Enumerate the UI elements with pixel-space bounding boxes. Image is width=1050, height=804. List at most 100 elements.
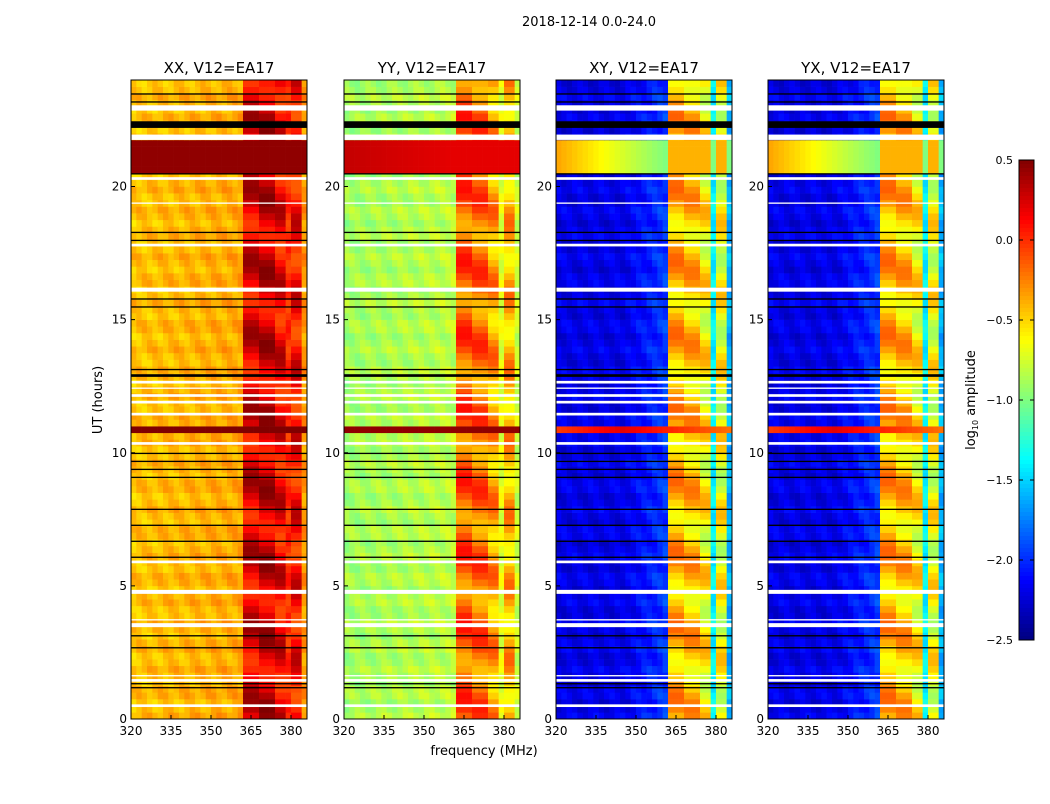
heatmap-cell xyxy=(461,546,467,553)
heatmap-cell xyxy=(286,639,292,646)
heatmap-cell xyxy=(291,546,297,553)
heatmap-cell xyxy=(504,526,510,533)
heatmap-cell xyxy=(456,533,462,540)
heatmap-cell xyxy=(493,459,499,466)
heatmap-cell xyxy=(424,433,430,440)
heatmap-cell xyxy=(499,459,505,466)
heatmap-cell xyxy=(216,712,222,719)
heatmap-cell xyxy=(179,206,185,213)
heatmap-cell xyxy=(365,446,371,453)
heatmap-cell xyxy=(254,526,260,533)
heatmap-cell xyxy=(445,606,451,613)
heatmap-cell xyxy=(163,167,169,174)
heatmap-cell xyxy=(259,220,265,227)
heatmap-cell xyxy=(488,686,494,693)
heatmap-cell xyxy=(387,499,393,506)
heatmap-cell xyxy=(195,499,201,506)
heatmap-cell xyxy=(440,686,446,693)
heatmap-cell xyxy=(472,712,478,719)
heatmap-cell xyxy=(302,193,308,200)
heatmap-cell xyxy=(152,639,158,646)
heatmap-cell xyxy=(349,639,355,646)
heatmap-cell xyxy=(264,87,270,94)
heatmap-cell xyxy=(259,346,265,353)
heatmap-cell xyxy=(174,606,180,613)
heatmap-cell xyxy=(509,646,515,653)
heatmap-cell xyxy=(184,167,190,174)
heatmap-cell xyxy=(291,300,297,307)
heatmap-cell xyxy=(195,579,201,586)
heatmap-cell xyxy=(216,113,222,120)
heatmap-cell xyxy=(467,446,473,453)
heatmap-cell xyxy=(259,566,265,573)
heatmap-cell xyxy=(467,386,473,393)
heatmap-cell xyxy=(259,539,265,546)
heatmap-cell xyxy=(211,433,217,440)
heatmap-cell xyxy=(200,659,206,666)
heatmap-cell xyxy=(381,546,387,553)
heatmap-cell xyxy=(424,499,430,506)
heatmap-cell xyxy=(232,666,238,673)
heatmap-cell xyxy=(206,446,212,453)
heatmap-cell xyxy=(232,213,238,220)
heatmap-cell xyxy=(163,533,169,540)
heatmap-cell xyxy=(216,606,222,613)
heatmap-cell xyxy=(222,499,228,506)
heatmap-cell xyxy=(174,80,180,87)
heatmap-cell xyxy=(222,659,228,666)
heatmap-cell xyxy=(142,167,148,174)
heatmap-cell xyxy=(190,313,196,320)
heatmap-cell xyxy=(419,659,425,666)
heatmap-cell xyxy=(238,206,244,213)
heatmap-cell xyxy=(200,686,206,693)
heatmap-cell xyxy=(243,446,249,453)
heatmap-cell xyxy=(286,499,292,506)
heatmap-cell xyxy=(296,479,302,486)
heatmap-cell xyxy=(147,313,153,320)
heatmap-cell xyxy=(222,652,228,659)
heatmap-cell xyxy=(168,87,174,94)
heatmap-cell xyxy=(440,692,446,699)
heatmap-cell xyxy=(296,340,302,347)
heatmap-cell xyxy=(211,147,217,154)
heatmap-cell xyxy=(142,406,148,413)
heatmap-cell xyxy=(195,320,201,327)
heatmap-cell xyxy=(286,260,292,267)
heatmap-cell xyxy=(131,333,137,340)
heatmap-cell xyxy=(222,253,228,260)
heatmap-cell xyxy=(440,513,446,520)
heatmap-cell xyxy=(184,147,190,154)
heatmap-cell xyxy=(286,333,292,340)
heatmap-cell xyxy=(131,446,137,453)
heatmap-cell xyxy=(211,666,217,673)
heatmap-cell xyxy=(296,320,302,327)
heatmap-cell xyxy=(142,646,148,653)
heatmap-cell xyxy=(280,360,286,367)
heatmap-cell xyxy=(360,493,366,500)
heatmap-cell xyxy=(136,80,142,87)
heatmap-cell xyxy=(397,539,403,546)
heatmap-cell xyxy=(211,360,217,367)
heatmap-cell xyxy=(483,539,489,546)
heatmap-cell xyxy=(429,686,435,693)
heatmap-cell xyxy=(136,360,142,367)
heatmap-cell xyxy=(179,326,185,333)
heatmap-cell xyxy=(472,566,478,573)
heatmap-cell xyxy=(488,486,494,493)
heatmap-cell xyxy=(477,606,483,613)
heatmap-cell xyxy=(387,579,393,586)
heatmap-cell xyxy=(158,340,164,347)
heatmap-cell xyxy=(286,666,292,673)
heatmap-cell xyxy=(238,479,244,486)
heatmap-cell xyxy=(499,539,505,546)
heatmap-cell xyxy=(206,280,212,287)
heatmap-cell xyxy=(216,300,222,307)
heatmap-cell xyxy=(174,513,180,520)
heatmap-cell xyxy=(142,313,148,320)
heatmap-cell xyxy=(232,513,238,520)
heatmap-cell xyxy=(243,360,249,367)
heatmap-cell xyxy=(429,419,435,426)
heatmap-cell xyxy=(163,180,169,187)
heatmap-cell xyxy=(238,260,244,267)
heatmap-cell xyxy=(270,253,276,260)
